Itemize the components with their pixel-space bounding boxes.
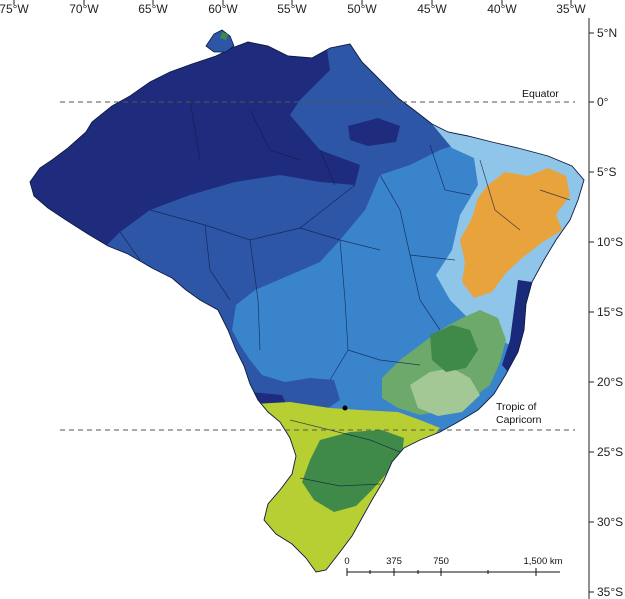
zone-coastal-navy [502,280,532,372]
tropic-label-line1: Tropic of [496,401,537,413]
lon-label-75w: 75°W [0,2,29,16]
northern-tip-green [220,32,228,40]
lon-label-45w: 45°W [417,2,447,16]
equator-label: Equator [522,88,559,100]
lon-label-70w: 70°W [69,2,99,16]
tropic-label-line2: Capricorn [496,414,542,426]
zone-dark-green-south [302,430,404,512]
lat-label-25s: 25°S [597,445,623,459]
lon-label-60w: 60°W [208,2,238,16]
zone-yellow-green [30,402,584,572]
frame-right-ticks [589,32,594,593]
lon-label-55w: 55°W [277,2,307,16]
lat-label-0: 0° [597,95,609,109]
northern-tip [205,29,235,53]
zone-dark-green-north [430,325,478,372]
lat-label-15s: 15°S [597,305,623,319]
lat-label-20s: 20°S [597,375,623,389]
city-marker [342,405,348,411]
state-borders [119,99,571,487]
zone-light-green [410,368,480,416]
lon-label-40w: 40°W [487,2,517,16]
lat-label-5n: 5°N [597,26,617,40]
lat-label-5s: 5°S [597,165,616,179]
zone-very-dark-blue-patch [348,118,400,146]
scale-label-0: 0 [344,556,349,567]
zone-orange [460,168,570,298]
scale-label-375: 375 [386,556,402,567]
lon-label-65w: 65°W [138,2,168,16]
scale-label-1500km: 1,500 km [523,556,562,567]
lat-label-10s: 10°S [597,235,623,249]
lon-label-50w: 50°W [347,2,377,16]
frame-top [13,0,572,5]
lon-label-35w: 35°W [556,2,586,16]
country-outline [29,41,585,573]
lat-label-35s: 35°S [597,585,623,599]
scale-label-750: 750 [433,556,449,567]
scale-bar: 0 375 750 1,500 km [344,556,563,576]
lat-label-30s: 30°S [597,515,623,529]
